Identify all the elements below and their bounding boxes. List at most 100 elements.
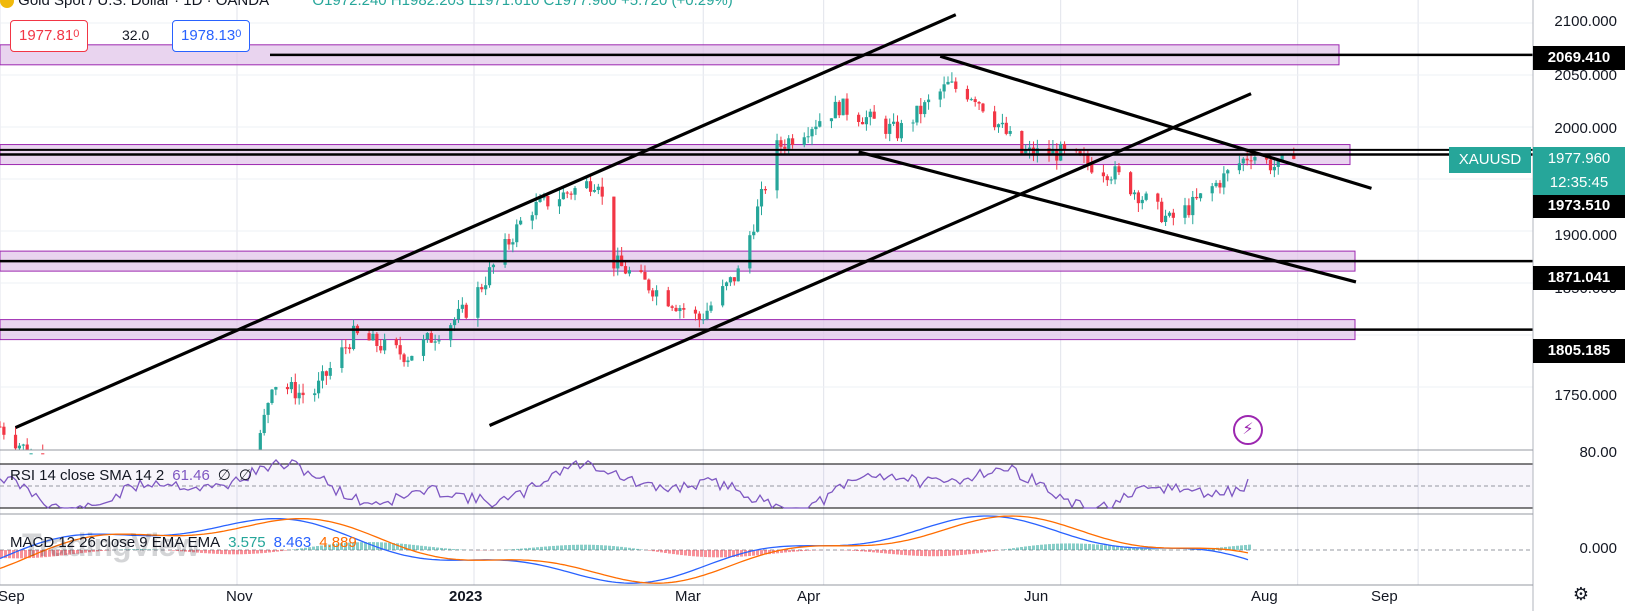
- macd-hist-bar: [232, 550, 235, 555]
- candle-body: [1218, 182, 1222, 188]
- macd-hist-bar: [668, 550, 671, 554]
- macd-hist-bar: [984, 550, 987, 553]
- macd-hist-bar: [1060, 543, 1063, 550]
- macd-signal-line: [0, 515, 1249, 584]
- time-tick: 2023: [449, 588, 483, 605]
- macd-hist-bar: [548, 546, 551, 550]
- macd-hist-bar: [1084, 543, 1087, 550]
- candle-body: [569, 193, 573, 195]
- macd-hist-bar: [184, 550, 187, 552]
- time-tick: Jun: [1024, 588, 1049, 605]
- macd-hist-bar: [628, 547, 631, 550]
- macd-hist-bar: [256, 550, 259, 554]
- rsi-pane[interactable]: [0, 459, 1533, 510]
- current-price: 1977.960: [1547, 150, 1611, 167]
- macd-hist-bar: [860, 550, 863, 552]
- macd-hist-bar: [48, 550, 51, 557]
- macd-hist-bar: [672, 550, 675, 555]
- macd-hist-bar: [352, 542, 355, 550]
- macd-hist-bar: [632, 548, 635, 550]
- horizontal-level-lines[interactable]: [0, 53, 1533, 331]
- macd-hist-bar: [900, 550, 903, 555]
- macd-hist-bar: [876, 550, 879, 553]
- macd-hist-bar: [976, 550, 979, 554]
- candle-body: [783, 146, 787, 149]
- trendline: [939, 54, 1372, 190]
- candle-body: [596, 186, 600, 191]
- trendline: [14, 13, 957, 430]
- macd-hist-bar: [404, 544, 407, 550]
- candle-body: [565, 192, 569, 194]
- macd-hist-bar: [688, 550, 691, 556]
- candle-body: [709, 305, 713, 311]
- candle-body: [1198, 193, 1203, 199]
- settings-gear-icon[interactable]: ⚙: [1572, 584, 1590, 604]
- candle-body: [511, 242, 515, 245]
- candle-body: [270, 389, 274, 404]
- candle-body: [585, 181, 589, 189]
- macd-hist-bar: [304, 547, 307, 550]
- macd-hist-bar: [220, 550, 223, 555]
- candlestick-series[interactable]: [0, 72, 1296, 455]
- macd-hist-bar: [532, 547, 535, 550]
- macd-hist-bar: [780, 550, 783, 553]
- candle-body: [258, 433, 262, 450]
- macd-hist-bar: [796, 550, 799, 552]
- candle-body: [1241, 158, 1245, 164]
- candle-body: [857, 114, 861, 122]
- macd-hist-bar: [912, 550, 915, 556]
- macd-hist-bar: [920, 550, 923, 557]
- candle-body: [965, 88, 970, 100]
- candle-body: [1004, 122, 1008, 134]
- macd-hist-bar: [68, 550, 71, 555]
- lightning-icon[interactable]: ⚡: [1233, 415, 1263, 445]
- macd-hist-bar: [776, 550, 779, 554]
- buy-price-pip: 0: [235, 28, 242, 40]
- macd-hist-bar: [792, 550, 795, 552]
- macd-hist-bar: [692, 550, 695, 557]
- sell-button[interactable]: 1977.810: [10, 20, 89, 52]
- macd-hist-bar: [808, 550, 811, 551]
- trendlines[interactable]: [14, 13, 1372, 430]
- candle-body: [899, 123, 903, 139]
- candle-body: [0, 426, 2, 428]
- macd-pane[interactable]: [0, 515, 1533, 584]
- price-tick: 2100.000: [1554, 13, 1617, 30]
- support-resistance-zones[interactable]: [0, 44, 1356, 341]
- candle-body: [981, 103, 985, 112]
- macd-hist-bar: [328, 544, 331, 550]
- buy-button[interactable]: 1978.130: [172, 20, 251, 52]
- candle-body: [884, 118, 888, 134]
- candle-body: [627, 270, 632, 274]
- macd-hist-bar: [1192, 549, 1195, 550]
- candle-body: [763, 188, 767, 191]
- macd-hist-bar: [1140, 548, 1143, 550]
- macd-hist-bar: [616, 546, 619, 550]
- price-tick: 2050.000: [1554, 67, 1617, 84]
- macd-hist-bar: [76, 550, 79, 554]
- candle-body: [1222, 173, 1226, 188]
- macd-hist-bar: [308, 547, 311, 550]
- macd-hist-bar: [708, 550, 711, 558]
- candle-body: [274, 387, 278, 390]
- macd-hist-bar: [1148, 549, 1151, 550]
- candle-body: [21, 444, 25, 446]
- macd-hist-bar: [192, 550, 195, 553]
- candle-body: [588, 181, 593, 192]
- macd-hist-bar: [864, 550, 867, 552]
- candle-body: [1144, 193, 1148, 200]
- macd-hist-bar: [684, 550, 687, 556]
- candle-body: [705, 310, 709, 320]
- macd-hist-bar: [252, 550, 255, 554]
- candle-body: [406, 360, 410, 363]
- macd-hist-bar: [188, 550, 191, 552]
- candle-body: [1183, 205, 1187, 218]
- rsi-value: 61.46: [172, 467, 210, 484]
- macd-hist-bar: [124, 549, 127, 550]
- macd-hist-bar: [940, 550, 943, 557]
- macd-hist-bar: [1228, 546, 1231, 550]
- macd-hist-bar: [1152, 549, 1155, 550]
- candle-body: [864, 117, 869, 125]
- macd-hist-bar: [200, 550, 203, 553]
